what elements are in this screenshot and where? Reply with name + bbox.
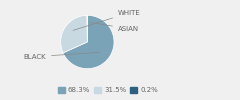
Wedge shape xyxy=(61,15,87,53)
Text: BLACK: BLACK xyxy=(23,52,100,60)
Text: ASIAN: ASIAN xyxy=(90,22,139,32)
Wedge shape xyxy=(63,15,114,69)
Text: WHITE: WHITE xyxy=(73,10,141,30)
Legend: 68.3%, 31.5%, 0.2%: 68.3%, 31.5%, 0.2% xyxy=(55,84,161,96)
